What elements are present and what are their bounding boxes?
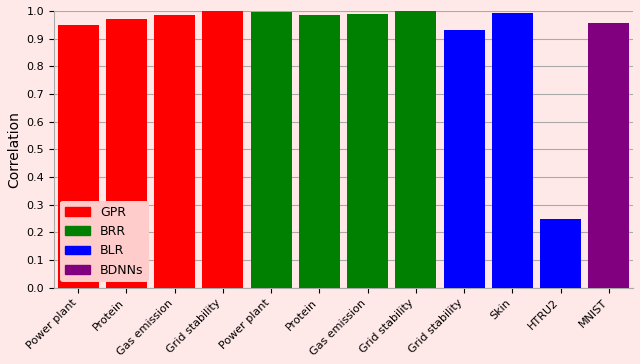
Bar — [347, 14, 388, 288]
Bar — [251, 12, 292, 288]
Y-axis label: Correlation: Correlation — [7, 111, 21, 188]
Bar — [540, 219, 581, 288]
Bar — [444, 30, 484, 288]
Legend: GPR, BRR, BLR, BDNNs: GPR, BRR, BLR, BDNNs — [60, 201, 148, 282]
Bar — [154, 15, 195, 288]
Bar — [299, 15, 340, 288]
Bar — [396, 11, 436, 288]
Bar — [58, 25, 99, 288]
Bar — [492, 13, 533, 288]
Bar — [106, 19, 147, 288]
Bar — [202, 11, 243, 288]
Bar — [588, 23, 629, 288]
